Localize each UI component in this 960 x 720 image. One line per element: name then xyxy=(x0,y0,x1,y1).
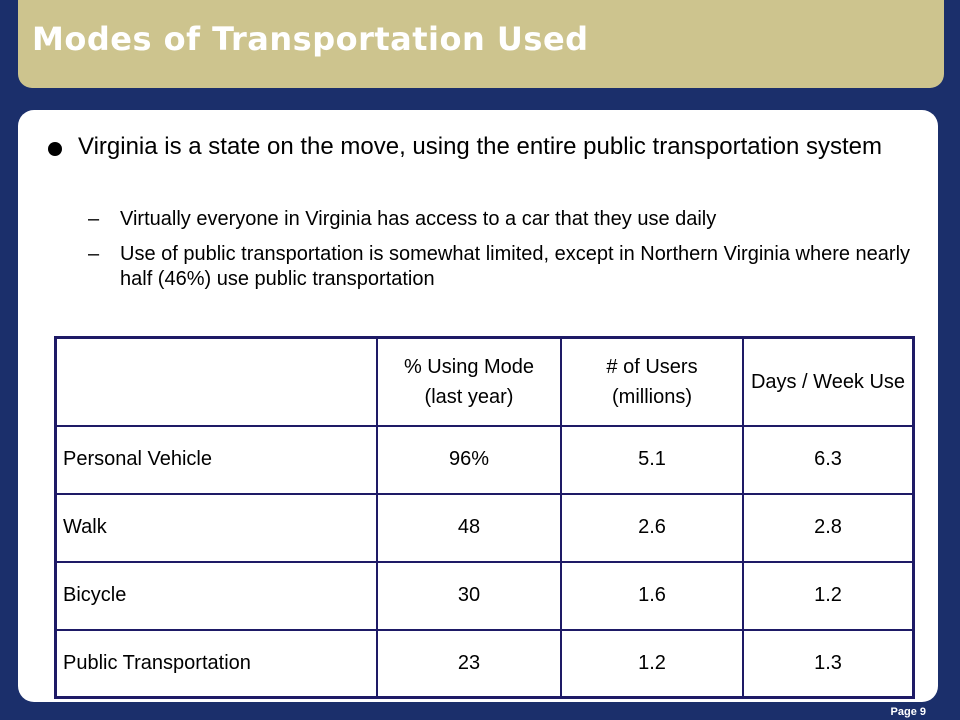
table-row: Public Transportation 23 1.2 1.3 xyxy=(54,628,915,699)
cell-percent: 48 xyxy=(376,492,562,563)
cell-mode: Walk xyxy=(54,492,378,563)
header-cell-days: Days / Week Use xyxy=(742,336,915,427)
slide-title: Modes of Transportation Used xyxy=(32,20,589,58)
cell-users: 2.6 xyxy=(560,492,744,563)
sub-bullet-2: – Use of public transportation is somewh… xyxy=(88,242,928,292)
main-bullet: Virginia is a state on the move, using t… xyxy=(48,132,918,161)
header-cell-users: # of Users (millions) xyxy=(560,336,744,427)
sub-bullet-text: Use of public transportation is somewhat… xyxy=(120,243,911,290)
page-number: Page 9 xyxy=(890,706,926,718)
sub-bullet-1: – Virtually everyone in Virginia has acc… xyxy=(88,207,928,232)
table-row: Bicycle 30 1.6 1.2 xyxy=(54,560,915,631)
cell-users: 5.1 xyxy=(560,424,744,495)
table-row: Walk 48 2.6 2.8 xyxy=(54,492,915,563)
content-panel: Virginia is a state on the move, using t… xyxy=(18,110,938,702)
cell-mode: Public Transportation xyxy=(54,628,378,699)
bullet-dot-icon xyxy=(48,142,62,156)
dash-icon: – xyxy=(88,208,100,230)
cell-days: 2.8 xyxy=(742,492,915,563)
cell-mode: Bicycle xyxy=(54,560,378,631)
table-row: Personal Vehicle 96% 5.1 6.3 xyxy=(54,424,915,495)
table-header-row: % Using Mode (last year) # of Users (mil… xyxy=(54,336,915,427)
cell-days: 6.3 xyxy=(742,424,915,495)
cell-percent: 30 xyxy=(376,560,562,631)
main-bullet-text: Virginia is a state on the move, using t… xyxy=(78,133,882,160)
cell-percent: 23 xyxy=(376,628,562,699)
cell-mode: Personal Vehicle xyxy=(54,424,378,495)
cell-users: 1.2 xyxy=(560,628,744,699)
header-cell-percent: % Using Mode (last year) xyxy=(376,336,562,427)
dash-icon: – xyxy=(88,243,100,265)
header-cell-mode xyxy=(54,336,378,427)
transportation-table: % Using Mode (last year) # of Users (mil… xyxy=(54,336,915,699)
cell-percent: 96% xyxy=(376,424,562,495)
cell-days: 1.2 xyxy=(742,560,915,631)
title-bar: Modes of Transportation Used xyxy=(18,0,944,88)
cell-days: 1.3 xyxy=(742,628,915,699)
cell-users: 1.6 xyxy=(560,560,744,631)
sub-bullet-text: Virtually everyone in Virginia has acces… xyxy=(120,208,717,230)
